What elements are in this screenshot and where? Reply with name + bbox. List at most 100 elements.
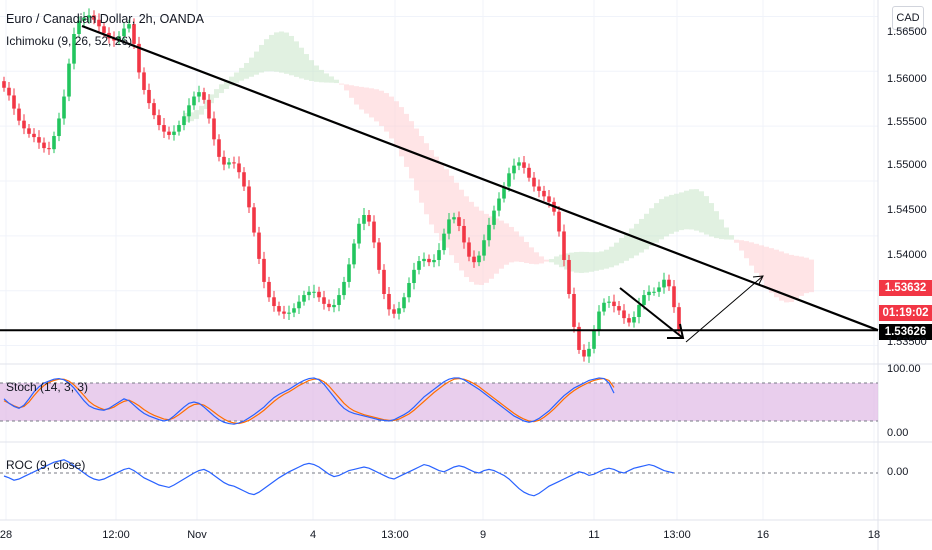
candle-body [327,303,331,308]
ichimoku-cloud-segment [254,51,259,75]
candle-body [537,186,541,191]
candle-body [492,210,496,225]
candle-body [127,24,131,29]
candle-body [432,259,436,263]
ichimoku-cloud-segment [304,54,309,80]
ichimoku-cloud-segment [549,259,554,263]
ichimoku-cloud-segment [444,169,449,248]
candle-body [267,281,271,298]
y-tick-label: 1.53500 [887,336,927,348]
candle-body [632,317,636,323]
candle-body [57,118,61,137]
ichimoku-cloud-segment [594,252,599,271]
ichimoku-cloud-segment [579,251,584,273]
ichimoku-cloud-segment [229,76,234,86]
marker-price-tag: 1.53626 [879,324,932,340]
roc-tick-label: 0.00 [887,466,909,478]
y-tick-label: 1.55000 [887,159,927,171]
ichimoku-cloud-segment [414,128,419,191]
ichimoku-cloud-segment [424,143,429,215]
ichimoku-cloud-segment [429,150,434,225]
ichimoku-cloud-segment [589,252,594,272]
candle-body [362,215,366,224]
candle-body [527,167,531,178]
candle-body [162,125,166,132]
stoch-legend[interactable]: Stoch (14, 3, 3) [6,380,89,394]
x-tick-label: 28 [0,529,13,541]
candle-body [42,142,46,149]
ichimoku-cloud-segment [274,32,279,72]
ichimoku-cloud-segment [309,60,314,81]
projection-down-line [619,287,684,339]
candle-body [27,128,31,134]
ichimoku-cloud-segment [569,252,574,272]
ichimoku-cloud-segment [259,44,264,73]
candle-body [412,269,416,284]
projection-up-line [685,275,764,343]
y-tick-label: 1.56500 [887,26,927,38]
candle-body [567,259,571,294]
ichimoku-cloud-segment [359,86,364,110]
stoch-tick-label: 100.00 [887,363,921,375]
ichimoku-cloud-segment [664,196,669,237]
ichimoku-cloud-segment [369,88,374,118]
candle-body [542,190,546,197]
ichimoku-cloud-segment [739,240,744,251]
candle-body [582,349,586,357]
candle-body [182,116,186,126]
ichimoku-cloud-segment [249,57,254,77]
candle-body [477,255,481,263]
ichimoku-cloud-segment [449,175,454,256]
projection-up-arrowhead [752,275,764,285]
ichimoku-cloud-segment [764,246,769,287]
ichimoku-cloud-segment [699,191,704,233]
ichimoku-cloud-segment [289,35,294,76]
x-tick-label: Nov [187,529,207,541]
candle-body [92,15,96,20]
ichimoku-cloud-segment [619,237,624,264]
candle-body [12,95,16,109]
candle-body [502,186,506,199]
candle-body [657,287,661,292]
candle-body [377,242,381,270]
currency-button[interactable]: CAD [892,6,924,30]
ichimoku-cloud-segment [399,107,404,157]
roc-line [3,459,675,497]
ichimoku-cloud-segment [719,219,724,240]
ichimoku-legend[interactable]: Ichimoku (9, 26, 52, 26) [6,34,133,48]
candle-body [572,293,576,327]
ichimoku-cloud-segment [564,253,569,270]
ichimoku-cloud-segment [554,256,559,265]
ichimoku-cloud-segment [714,211,719,239]
ichimoku-cloud-segment [224,80,229,89]
ichimoku-cloud-segment [419,135,424,203]
ichimoku-cloud-segment [534,252,539,265]
candle-body [437,250,441,260]
ichimoku-cloud-segment [394,101,399,147]
candle-body [37,137,41,143]
ichimoku-cloud-segment [649,208,654,247]
candle-body [272,297,276,307]
ichimoku-cloud-segment [509,226,514,263]
candle-body [47,148,51,150]
candle-body [202,92,206,100]
ichimoku-cloud-segment [459,189,464,271]
ichimoku-cloud-segment [209,94,214,104]
candle-body [212,118,216,140]
ichimoku-cloud-segment [624,233,629,261]
ichimoku-cloud-segment [219,84,224,94]
x-tick-label: 18 [867,529,881,541]
candle-body [472,256,476,263]
ichimoku-cloud-segment [264,39,269,72]
ichimoku-cloud-segment [519,236,524,262]
candle-body [187,105,191,117]
candle-body [52,136,56,150]
ichimoku-cloud-segment [804,257,809,294]
candle-body [322,297,326,304]
ichimoku-cloud-segment [744,241,749,259]
candle-body [342,281,346,296]
roc-legend[interactable]: ROC (9, close) [6,458,86,472]
ichimoku-cloud-segment [494,218,499,274]
candle-body [627,318,631,323]
